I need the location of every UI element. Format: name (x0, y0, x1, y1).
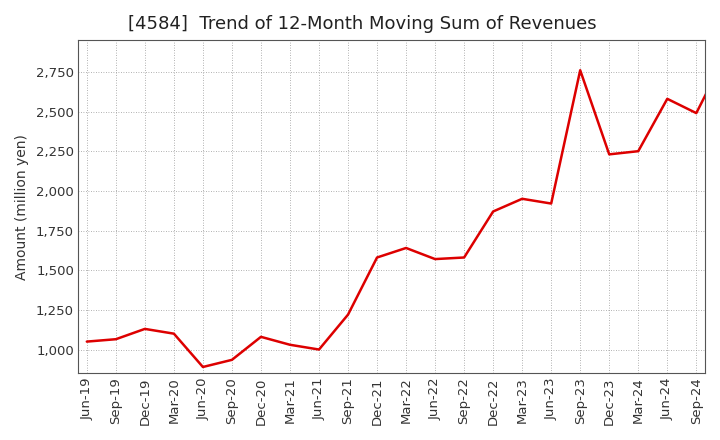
Text: [4584]  Trend of 12-Month Moving Sum of Revenues: [4584] Trend of 12-Month Moving Sum of R… (128, 15, 597, 33)
Y-axis label: Amount (million yen): Amount (million yen) (15, 134, 29, 280)
